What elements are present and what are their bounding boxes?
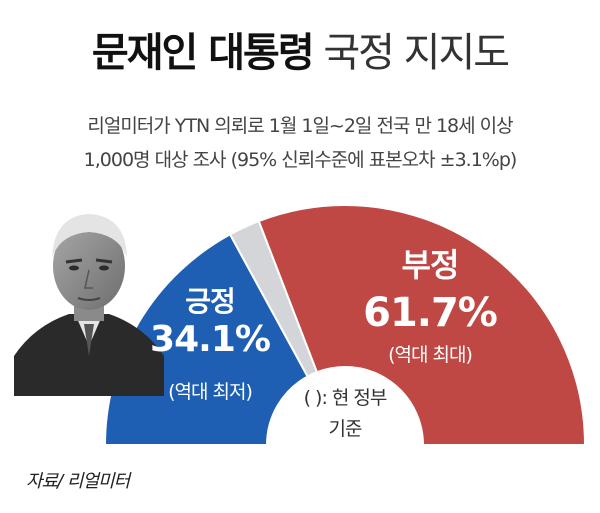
positive-value: 34.1% <box>150 319 271 360</box>
footnote-line-1: ( ): 현 정부 <box>303 387 388 409</box>
survey-line-1: 리얼미터가 YTN 의뢰로 1월 1일~2일 전국 만 18세 이상 <box>87 115 513 137</box>
title-light: 국정 지지도 <box>323 30 510 76</box>
positive-label: 긍정 <box>185 285 236 318</box>
footnote-line-2: 기준 <box>328 418 363 440</box>
negative-note: (역대 최대) <box>388 344 473 366</box>
positive-note: (역대 최저) <box>168 381 253 403</box>
source-credit: 자료/ 리얼미터 <box>26 471 130 492</box>
negative-label: 부정 <box>401 246 460 284</box>
chart-title: 문재인 대통령 국정 지지도 <box>0 28 600 78</box>
title-bold: 문재인 대통령 <box>91 30 315 76</box>
negative-value: 61.7% <box>363 290 498 336</box>
survey-line-2: 1,000명 대상 조사 (95% 신뢰수준에 표본오차 ±3.1%p) <box>83 149 518 171</box>
president-photo <box>14 214 164 396</box>
negative-slice <box>257 204 587 446</box>
